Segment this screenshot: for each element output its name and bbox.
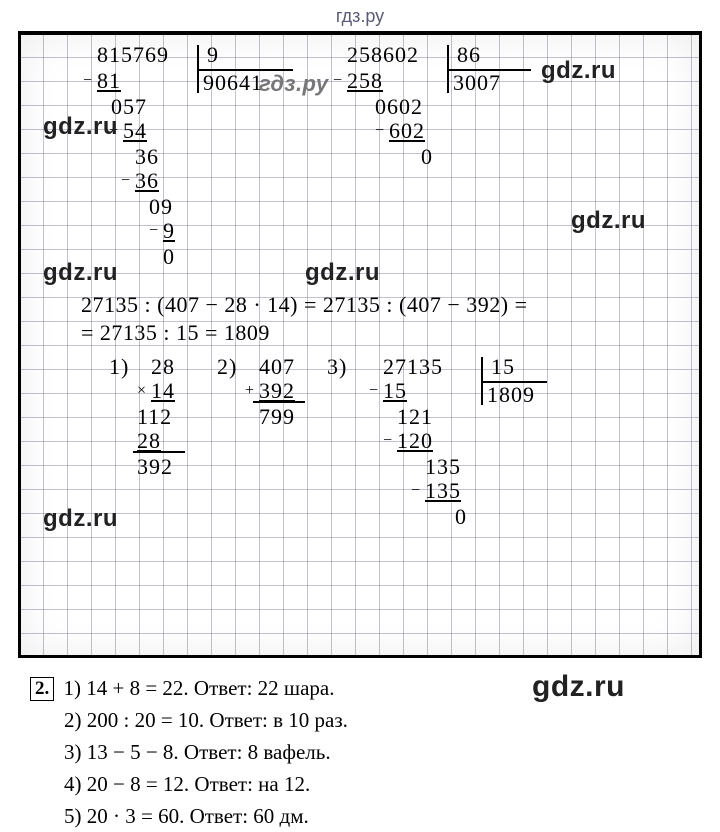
watermark-8: gdz.ru bbox=[532, 670, 625, 704]
div1-s1: 81 bbox=[97, 68, 121, 93]
watermark-1: gdz.ru bbox=[541, 57, 616, 85]
div1-step3: 36 bbox=[135, 169, 159, 193]
add-res: 799 bbox=[259, 405, 295, 429]
mult-a: 28 bbox=[151, 355, 175, 379]
watermark-3: gdz.ru bbox=[43, 113, 118, 141]
div2-step1: 258 bbox=[347, 69, 383, 93]
div2-quotient: 3007 bbox=[453, 71, 501, 95]
div3-r2: 135 bbox=[425, 455, 461, 479]
expression-line1: 27135 : (407 − 28 · 14) = 27135 : (407 −… bbox=[81, 293, 527, 317]
answer-3: 3) 13 − 5 − 8. Ответ: 8 вафель. bbox=[64, 736, 690, 768]
div3-divisor: 15 bbox=[491, 355, 515, 379]
math-worksheet-grid: 815769 9 90641 81 057 54 36 36 09 9 0 25… bbox=[18, 31, 702, 658]
page-header: гдз.ру bbox=[0, 0, 720, 31]
div1-step1: 81 bbox=[97, 69, 121, 93]
div1-divisor: 9 bbox=[207, 43, 219, 67]
div2-s2: 602 bbox=[389, 118, 425, 143]
sub-label3: 3) bbox=[327, 355, 347, 379]
div1-r4: 0 bbox=[163, 245, 175, 269]
div3-r1: 121 bbox=[397, 405, 433, 429]
div1-s4: 9 bbox=[163, 218, 175, 243]
div1-r2: 36 bbox=[135, 145, 159, 169]
div2-r1: 0602 bbox=[375, 95, 423, 119]
div3-s1: 15 bbox=[383, 378, 407, 403]
mult-b: 14 bbox=[151, 378, 175, 403]
watermark-4: gdz.ru bbox=[571, 207, 646, 235]
mult-p1: 112 bbox=[137, 405, 172, 429]
answer-2: 2) 200 : 20 = 10. Ответ: в 10 раз. bbox=[64, 704, 690, 736]
div2-s1: 258 bbox=[347, 68, 383, 93]
answer-1: 1) 14 + 8 = 22. Ответ: 22 шара. bbox=[64, 676, 335, 700]
div3-quotient: 1809 bbox=[487, 383, 535, 407]
div3-r3: 0 bbox=[455, 505, 467, 529]
div2-step2: 602 bbox=[389, 119, 425, 143]
watermark-7: gdz.ru bbox=[43, 505, 118, 533]
expression-line2: = 27135 : 15 = 1809 bbox=[81, 321, 270, 345]
sub-label1: 1) bbox=[109, 355, 129, 379]
div1-step2: 54 bbox=[123, 119, 147, 143]
add-a: 407 bbox=[259, 355, 295, 379]
div2-r2: 0 bbox=[421, 145, 433, 169]
answer-4: 4) 20 − 8 = 12. Ответ: на 12. bbox=[64, 768, 690, 800]
div2-divisor: 86 bbox=[457, 43, 481, 67]
div3-s3: 135 bbox=[425, 478, 461, 503]
mult-p2: 28 bbox=[137, 428, 161, 453]
div1-r3: 09 bbox=[149, 195, 173, 219]
div3-step1: 15 bbox=[383, 379, 407, 403]
div1-dividend: 815769 bbox=[97, 43, 169, 67]
add-b-row: 392 bbox=[259, 379, 295, 403]
div1-quotient: 90641 bbox=[203, 71, 263, 95]
div3-step3: 135 bbox=[425, 479, 461, 503]
watermark-6: gdz.ru bbox=[305, 259, 380, 287]
mult-b-row: 14 bbox=[151, 379, 175, 403]
answer-5: 5) 20 · 3 = 60. Ответ: 60 дм. bbox=[64, 800, 690, 832]
div2-dividend: 258602 bbox=[347, 43, 419, 67]
div3-s2: 120 bbox=[397, 428, 433, 453]
div3-dividend: 27135 bbox=[383, 355, 443, 379]
add-b: 392 bbox=[259, 378, 295, 403]
div1-step4: 9 bbox=[163, 219, 175, 243]
watermark-2: гдз.ру bbox=[259, 71, 329, 97]
div3-step2: 120 bbox=[397, 429, 433, 453]
mult-res: 392 bbox=[137, 455, 173, 479]
mult-p2-row: 28 bbox=[137, 429, 161, 453]
problem-number-box: 2. bbox=[30, 677, 54, 701]
div1-s3: 36 bbox=[135, 168, 159, 193]
watermark-5: gdz.ru bbox=[43, 259, 118, 287]
div1-s2: 54 bbox=[123, 118, 147, 143]
sub-label2: 2) bbox=[217, 355, 237, 379]
